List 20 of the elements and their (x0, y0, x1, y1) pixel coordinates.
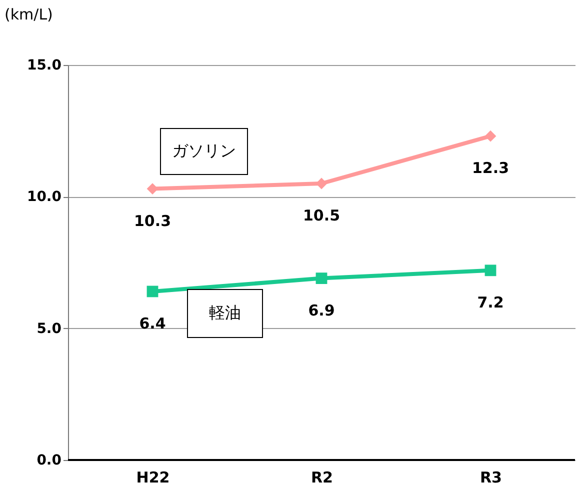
data-label: 10.3 (134, 212, 172, 230)
data-label: 6.9 (308, 301, 335, 320)
x-tick-label: H22 (136, 468, 170, 486)
y-tick-label: 5.0 (36, 320, 62, 337)
point (484, 264, 496, 276)
x-tick-label: R2 (311, 468, 333, 486)
data-label: 7.2 (477, 293, 504, 312)
y-tick-label: 10.0 (26, 189, 62, 206)
series-label: ガソリン (160, 128, 248, 175)
x-tick-label: R3 (480, 468, 502, 486)
data-label: 6.4 (139, 314, 166, 332)
point (146, 286, 158, 298)
series-label: 軽油 (187, 289, 263, 338)
y-tick-label: 0.0 (36, 452, 62, 468)
point (316, 272, 328, 284)
data-label: 10.5 (302, 206, 340, 224)
point (484, 130, 496, 142)
y-axis-title: (km/L) (4, 6, 53, 24)
y-tick-label: 15.0 (26, 58, 62, 74)
data-label: 12.3 (472, 159, 510, 178)
